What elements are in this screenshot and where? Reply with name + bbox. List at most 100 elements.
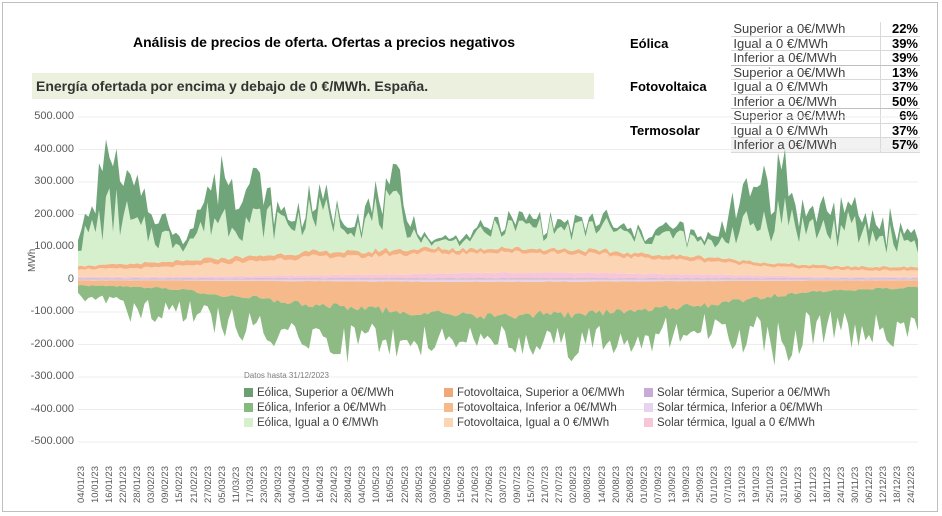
chart-subtitle: Energía ofertada por encima y debajo de … bbox=[36, 78, 429, 94]
x-tick-label: 23/03/23 bbox=[258, 466, 270, 503]
x-tick-label: 08/08/23 bbox=[582, 466, 594, 503]
legend-swatch bbox=[644, 388, 653, 397]
summary-row: Fotovoltaica Superior a 0€/MWh 13% bbox=[628, 65, 920, 93]
summary-label: Superior a 0€/MWh bbox=[731, 108, 881, 124]
summary-label: Inferior a 0€/MWh bbox=[731, 137, 881, 153]
legend-swatch bbox=[644, 418, 653, 427]
summary-pct: 39% bbox=[880, 36, 920, 51]
area-series bbox=[78, 188, 918, 268]
x-tick-label: 19/10/23 bbox=[751, 466, 763, 503]
x-tick-label: 20/08/23 bbox=[610, 466, 622, 503]
legend-label: Fotovoltaica, Igual a 0 €/MWh bbox=[457, 417, 610, 429]
summary-row: Termosolar Superior a 0€/MWh 6% bbox=[628, 108, 920, 137]
x-tick-label: 01/10/23 bbox=[709, 466, 721, 503]
x-tick-label: 31/10/23 bbox=[779, 466, 791, 503]
area-series bbox=[78, 246, 918, 272]
x-tick-label: 29/03/23 bbox=[272, 466, 284, 503]
x-tick-label: 28/05/23 bbox=[413, 466, 425, 503]
summary-row: Inferior a 0€/MWh 57% bbox=[628, 137, 920, 153]
y-tick-label: -400.000 bbox=[30, 402, 74, 415]
x-tick-label: 22/01/23 bbox=[118, 466, 130, 503]
legend-swatch bbox=[244, 403, 253, 412]
legend-swatch bbox=[444, 388, 453, 397]
x-tick-label: 12/12/23 bbox=[877, 466, 889, 503]
x-tick-label: 17/03/23 bbox=[244, 466, 256, 503]
x-tick-label: 07/09/23 bbox=[652, 466, 664, 503]
x-tick-label: 01/09/23 bbox=[638, 466, 650, 503]
summary-pct: 22% bbox=[880, 22, 920, 37]
x-tick-label: 03/07/23 bbox=[498, 466, 510, 503]
summary-row: Igual a 0 €/MWh 39% bbox=[628, 36, 920, 51]
summary-source: Fotovoltaica bbox=[630, 79, 707, 94]
x-tick-label: 30/11/23 bbox=[849, 466, 861, 503]
x-tick-label: 14/08/23 bbox=[596, 466, 608, 503]
area-series bbox=[78, 250, 918, 278]
area-series bbox=[78, 280, 918, 320]
y-tick-label: 100.000 bbox=[34, 240, 74, 252]
y-tick-label: -100.000 bbox=[30, 305, 74, 317]
x-tick-label: 05/03/23 bbox=[216, 466, 228, 503]
x-tick-label: 03/06/23 bbox=[427, 466, 439, 503]
legend-item: Solar térmica, Superior a 0€/MWh bbox=[644, 387, 864, 399]
x-tick-label: 10/04/23 bbox=[301, 466, 313, 503]
y-axis-label: MWh bbox=[27, 248, 38, 272]
y-tick-label: 0 bbox=[67, 272, 74, 285]
summary-row: Inferior a 0€/MWh 39% bbox=[628, 50, 920, 66]
x-tick-label: 21/06/23 bbox=[469, 466, 481, 503]
y-tick-label: 500.000 bbox=[34, 110, 74, 122]
legend-swatch bbox=[444, 418, 453, 427]
x-tick-label: 18/12/23 bbox=[891, 466, 903, 503]
y-tick-label: 400.000 bbox=[34, 142, 74, 155]
x-tick-label: 06/11/23 bbox=[793, 466, 805, 503]
x-tick-label: 15/07/23 bbox=[526, 466, 538, 503]
y-tick-label: -200.000 bbox=[30, 337, 74, 350]
summary-table: Eólica Superior a 0€/MWh 22% Igual a 0 €… bbox=[628, 22, 920, 153]
summary-label: Inferior a 0€/MWh bbox=[731, 94, 881, 109]
legend-swatch bbox=[244, 418, 253, 427]
subtitle-box: Energía ofertada por encima y debajo de … bbox=[32, 73, 594, 99]
summary-row: Eólica Superior a 0€/MWh 22% bbox=[628, 22, 920, 50]
x-tick-label: 09/06/23 bbox=[441, 466, 453, 503]
x-tick-label: 12/11/23 bbox=[807, 466, 819, 503]
legend-label: Solar térmica, Inferior a 0€/MWh bbox=[657, 402, 823, 414]
x-tick-label: 24/12/23 bbox=[906, 466, 917, 503]
summary-label: Igual a 0 €/MWh bbox=[731, 123, 881, 138]
x-tick-label: 03/02/23 bbox=[146, 466, 158, 503]
summary-label: Superior a 0€/MWh bbox=[731, 22, 881, 37]
x-tick-label: 04/05/23 bbox=[357, 466, 369, 503]
x-tick-label: 18/11/23 bbox=[821, 466, 833, 503]
legend-item: Solar térmica, Igual a 0 €/MWh bbox=[644, 417, 864, 429]
x-tick-label: 11/03/23 bbox=[230, 466, 242, 503]
legend-item: Eólica, Inferior a 0€/MWh bbox=[244, 402, 464, 414]
legend-item: Fotovoltaica, Superior a 0€/MWh bbox=[444, 387, 664, 399]
x-tick-label: 15/02/23 bbox=[174, 466, 186, 503]
summary-label: Igual a 0 €/MWh bbox=[731, 36, 881, 51]
x-tick-label: 16/01/23 bbox=[104, 466, 116, 503]
summary-pct: 39% bbox=[880, 50, 920, 66]
summary-pct: 6% bbox=[880, 108, 920, 124]
x-tick-label: 02/08/23 bbox=[568, 466, 580, 503]
x-tick-label: 22/04/23 bbox=[329, 466, 341, 503]
x-tick-label: 13/09/23 bbox=[666, 466, 678, 503]
x-tick-label: 27/02/23 bbox=[202, 466, 214, 503]
summary-label: Superior a 0€/MWh bbox=[731, 65, 881, 80]
legend-item: Fotovoltaica, Igual a 0 €/MWh bbox=[444, 417, 664, 429]
x-tick-label: 09/02/23 bbox=[160, 466, 172, 503]
summary-label: Igual a 0 €/MWh bbox=[731, 79, 881, 95]
x-tick-label: 07/10/23 bbox=[723, 466, 735, 503]
x-tick-label: 16/05/23 bbox=[385, 466, 397, 503]
summary-pct: 37% bbox=[880, 79, 920, 95]
data-note: Datos hasta 31/12/2023 bbox=[244, 371, 329, 380]
x-tick-label: 10/01/23 bbox=[90, 466, 102, 503]
legend-label: Solar térmica, Superior a 0€/MWh bbox=[657, 387, 831, 399]
x-tick-label: 26/08/23 bbox=[624, 466, 636, 503]
area-series bbox=[78, 272, 918, 279]
legend-item: Solar térmica, Inferior a 0€/MWh bbox=[644, 402, 864, 414]
x-tick-label: 06/12/23 bbox=[863, 466, 875, 503]
area-series bbox=[78, 285, 918, 366]
x-tick-label: 04/04/23 bbox=[287, 466, 299, 503]
legend-swatch bbox=[444, 403, 453, 412]
x-tick-label: 28/04/23 bbox=[343, 466, 355, 503]
legend-label: Eólica, Igual a 0 €/MWh bbox=[257, 417, 379, 429]
